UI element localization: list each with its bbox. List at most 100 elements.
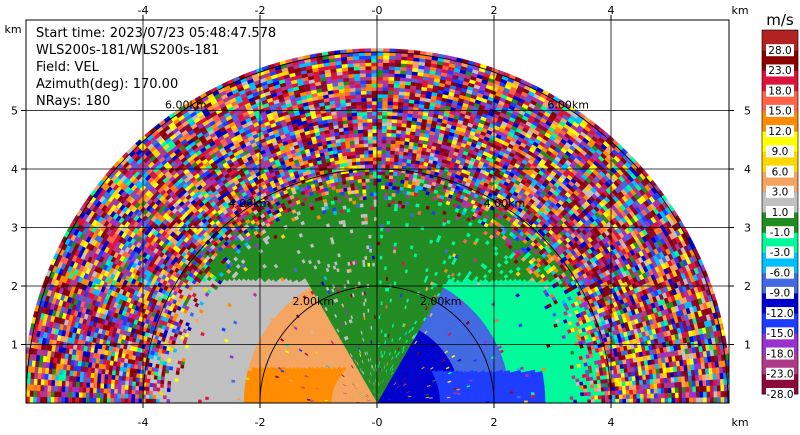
velocity-gate [667, 387, 672, 394]
velocity-gate [617, 377, 623, 383]
velocity-gate [611, 381, 616, 387]
velocity-gate [503, 398, 508, 402]
velocity-gate [583, 391, 588, 397]
velocity-gate [558, 389, 564, 394]
velocity-gate [684, 375, 689, 382]
velocity-gate [649, 373, 654, 380]
velocity-gate [657, 387, 662, 394]
velocity-gate [684, 380, 690, 388]
velocity-gate [614, 377, 619, 383]
velocity-gate [583, 384, 588, 389]
velocity-gate [600, 386, 606, 392]
velocity-gate [524, 397, 529, 401]
velocity-gate [719, 378, 725, 386]
velocity-gate [548, 396, 553, 401]
velocity-gate [593, 379, 598, 385]
velocity-gate [608, 398, 613, 403]
velocity-gate [615, 398, 620, 403]
velocity-gate [703, 396, 708, 403]
velocity-gate [601, 398, 606, 403]
velocity-gate [572, 381, 577, 387]
velocity-gate [587, 395, 592, 400]
velocity-gate [650, 388, 655, 394]
velocity-gate [639, 388, 644, 395]
velocity-gate [670, 376, 675, 383]
velocity-gate [489, 398, 493, 402]
velocity-gate [614, 381, 619, 387]
velocity-gate [720, 396, 725, 403]
velocity-gate [724, 396, 729, 403]
velocity-gate [593, 383, 598, 389]
velocity-gate [635, 375, 640, 381]
velocity-gate [692, 386, 697, 393]
velocity-gate [646, 388, 651, 394]
velocity-gate [645, 378, 651, 385]
velocity-gate [702, 391, 708, 398]
velocity-gate [709, 385, 715, 392]
velocity-gate [692, 391, 697, 398]
velocity-gate [695, 385, 700, 393]
velocity-gate [576, 388, 581, 393]
velocity-gate [593, 387, 599, 392]
velocity-gate [653, 388, 658, 394]
velocity-gate [688, 386, 693, 393]
velocity-gate [573, 395, 578, 400]
velocity-gate [527, 394, 532, 398]
velocity-gate [625, 380, 630, 386]
velocity-gate [622, 389, 627, 395]
velocity-gate [687, 375, 693, 382]
velocity-gate [653, 397, 658, 403]
velocity-gate [685, 386, 690, 393]
velocity-gate [716, 384, 722, 392]
velocity-gate [583, 399, 588, 403]
velocity-gate [685, 397, 690, 403]
velocity-gate [660, 382, 665, 389]
velocity-gate [555, 393, 560, 398]
velocity-gate [537, 391, 542, 395]
velocity-gate [597, 383, 602, 388]
velocity-gate [597, 394, 602, 400]
velocity-gate [601, 390, 606, 396]
velocity-gate [618, 385, 623, 391]
velocity-gate [719, 372, 724, 380]
velocity-gate [659, 377, 665, 384]
velocity-gate [656, 373, 661, 379]
velocity-gate [590, 395, 595, 400]
velocity-gate [717, 396, 722, 403]
velocity-gate [671, 397, 676, 403]
velocity-gate [677, 376, 682, 383]
velocity-gate [555, 386, 560, 391]
velocity-gate [481, 398, 487, 402]
velocity-gate [569, 392, 574, 397]
velocity-gate [559, 393, 564, 397]
velocity-gate [706, 391, 711, 398]
velocity-gate [541, 390, 546, 395]
velocity-gate [656, 382, 662, 389]
velocity-gate [562, 386, 567, 391]
velocity-gate [590, 383, 595, 389]
velocity-gate [569, 389, 574, 394]
velocity-gate [646, 383, 651, 390]
velocity-gate [541, 393, 546, 398]
velocity-gate [625, 389, 630, 395]
velocity-gate [566, 392, 571, 397]
velocity-gate [625, 393, 630, 399]
velocity-gate [478, 399, 483, 402]
velocity-gate [656, 377, 661, 384]
velocity-gate [670, 381, 676, 388]
velocity-gate [580, 395, 585, 400]
velocity-gate [681, 381, 686, 388]
velocity-gate [720, 390, 725, 398]
velocity-gate [671, 392, 676, 399]
velocity-gate [699, 385, 704, 392]
velocity-gate [586, 387, 592, 393]
velocity-gate [629, 389, 634, 395]
velocity-gate [571, 378, 577, 383]
velocity-gate [596, 375, 601, 381]
velocity-gate [610, 377, 616, 383]
velocity-gate [639, 398, 645, 403]
velocity-gate [531, 397, 536, 401]
velocity-gate [586, 380, 591, 385]
velocity-gate [517, 397, 522, 401]
